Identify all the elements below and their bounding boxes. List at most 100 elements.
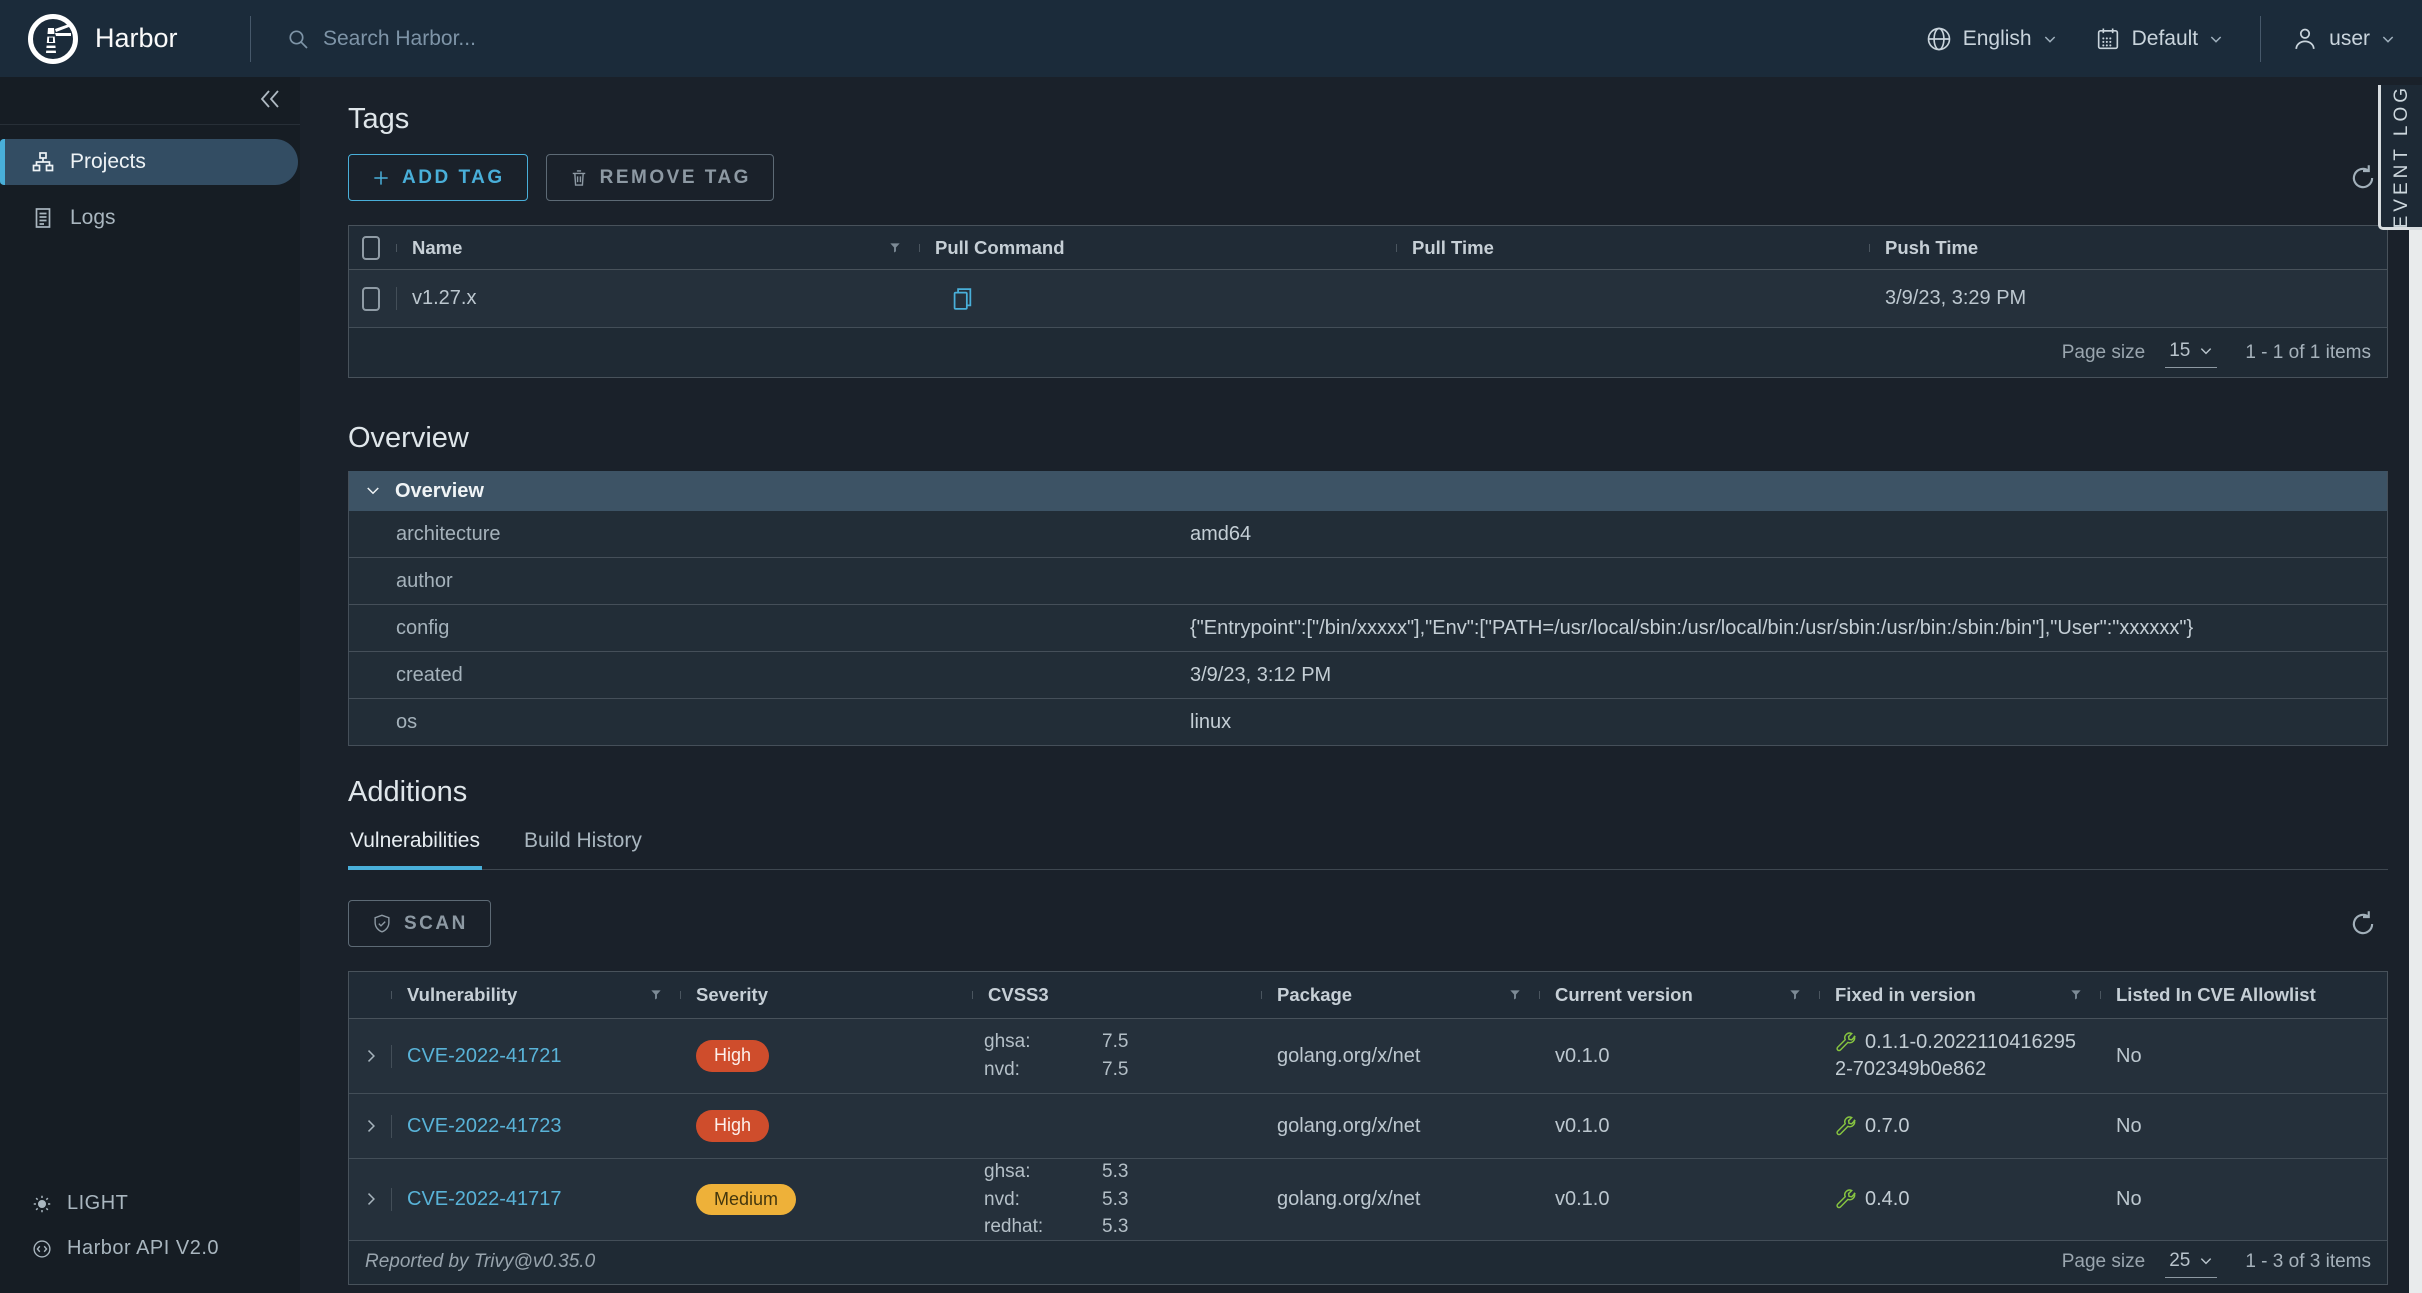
filter-icon[interactable] [1507, 987, 1523, 1003]
cve-link[interactable]: CVE-2022-41717 [407, 1187, 562, 1210]
tab-build-history[interactable]: Build History [523, 829, 642, 852]
main-content: Tags ADD TAG REMOVE TAG [300, 77, 2422, 1293]
expand-row-icon[interactable] [361, 1116, 381, 1136]
row-checkbox[interactable] [362, 286, 380, 311]
sun-icon [31, 1193, 53, 1215]
filter-icon[interactable] [648, 987, 664, 1003]
theme-toggle[interactable]: LIGHT [0, 1181, 300, 1226]
column-header-listed-in-cve-allowlist[interactable]: Listed In CVE Allowlist [2100, 984, 2387, 1006]
overview-panel-header[interactable]: Overview [349, 471, 2387, 511]
api-link[interactable]: Harbor API V2.0 [0, 1226, 300, 1271]
header-divider [250, 15, 251, 62]
table-row[interactable]: v1.27.x 3/9/23, 3:29 PM [349, 270, 2387, 328]
remove-tag-button[interactable]: REMOVE TAG [545, 154, 774, 201]
table-row[interactable]: CVE-2022-41721 High ghsa: 7.5 nvd: 7.5 gol… [349, 1019, 2387, 1094]
global-search [286, 25, 1925, 52]
allowlist-cell: No [2116, 1044, 2142, 1067]
column-header-fixed-in-version[interactable]: Fixed in version [1819, 984, 2100, 1006]
fixed-version-cell: 0.1.1-0.20221104162952-702349b0e862 [1835, 1031, 2076, 1080]
refresh-vulnerabilities-icon[interactable] [2348, 909, 2378, 939]
refresh-tags-icon[interactable] [2348, 163, 2378, 193]
app-header: Harbor English [0, 0, 2422, 77]
column-header-cvss3[interactable]: CVSS3 [972, 984, 1261, 1006]
user-label: user [2329, 26, 2370, 50]
table-row[interactable]: CVE-2022-41717 Medium ghsa: 5.3 nvd: 5.3 r… [349, 1159, 2387, 1241]
package-cell: golang.org/x/net [1277, 1044, 1421, 1067]
chevron-down-icon [2042, 31, 2058, 47]
pull-command-cell [919, 285, 1396, 313]
harbor-logo-icon [27, 13, 79, 65]
wrench-icon [1836, 1189, 1856, 1209]
overview-field-row: author [349, 558, 2387, 605]
overview-field-row: os linux [349, 699, 2387, 745]
filter-icon[interactable] [1787, 987, 1803, 1003]
tab-vulnerabilities[interactable]: Vulnerabilities [348, 821, 482, 870]
column-header-vulnerability[interactable]: Vulnerability [391, 984, 680, 1006]
filter-icon[interactable] [2068, 987, 2084, 1003]
cvss3-cell: ghsa: 5.3 nvd: 5.3 redhat: 5.3 [984, 1161, 1129, 1238]
sidebar-footer: LIGHT Harbor API V2.0 [0, 1181, 300, 1271]
tags-table: Name Pull Command Pull Time Push Time v1… [348, 225, 2388, 378]
tags-section-title: Tags [348, 103, 410, 135]
fixed-version-cell: 0.7.0 [1819, 1103, 2100, 1150]
vulnerabilities-pagination: Page size 25 1 - 3 of 3 items [2062, 1247, 2371, 1278]
brand[interactable]: Harbor [0, 13, 250, 65]
select-all-checkbox[interactable] [362, 235, 380, 260]
scope-menu[interactable]: Default [2094, 25, 2225, 53]
page-size-select[interactable]: 25 [2165, 1247, 2218, 1278]
column-header-push-time[interactable]: Push Time [1869, 237, 2387, 259]
column-header-current-version[interactable]: Current version [1539, 984, 1819, 1006]
column-header-severity[interactable]: Severity [680, 984, 972, 1006]
column-header-pull-time[interactable]: Pull Time [1396, 237, 1869, 259]
user-menu[interactable]: user [2291, 25, 2396, 53]
collapse-sidebar-icon[interactable] [258, 87, 282, 111]
scan-button[interactable]: SCAN [348, 900, 491, 947]
trash-icon [569, 168, 589, 188]
api-icon [31, 1238, 53, 1260]
page-size-label: Page size [2061, 341, 2146, 363]
cvss3-cell: ghsa: 7.5 nvd: 7.5 [984, 1031, 1129, 1080]
fixed-version-cell: 0.4.0 [1819, 1176, 2100, 1223]
logs-icon [31, 206, 55, 230]
overview-panel: Overview architecture amd64 author confi… [348, 471, 2388, 746]
add-tag-button[interactable]: ADD TAG [348, 154, 528, 201]
vulnerabilities-table-header: Vulnerability Severity CVSS3 Package Cur… [349, 972, 2387, 1019]
page-size-label: Page size [2061, 1251, 2146, 1273]
scanner-note: Reported by Trivy@v0.35.0 [365, 1251, 596, 1273]
search-input[interactable] [321, 25, 965, 52]
tags-table-footer: Page size 15 1 - 1 of 1 items [349, 328, 2387, 377]
current-version-cell: v0.1.0 [1555, 1187, 1610, 1210]
sidebar-item-logs[interactable]: Logs [0, 195, 300, 241]
language-menu[interactable]: English [1925, 25, 2058, 53]
event-log-tab[interactable]: EVENT LOG [2378, 83, 2422, 230]
wrench-icon [1836, 1032, 1856, 1052]
page-size-select[interactable]: 15 [2165, 337, 2218, 368]
severity-badge: Medium [696, 1183, 797, 1216]
severity-badge: High [696, 1040, 770, 1072]
sidebar-top [0, 77, 300, 125]
expand-row-icon[interactable] [361, 1046, 381, 1066]
event-log-tab-label: EVENT LOG [2390, 83, 2412, 229]
additions-section-title: Additions [348, 776, 468, 808]
calendar-icon [2094, 25, 2122, 53]
column-header-name[interactable]: Name [396, 237, 919, 259]
cve-link[interactable]: CVE-2022-41723 [407, 1114, 562, 1137]
table-row[interactable]: CVE-2022-41723 High golang.org/x/net v0.… [349, 1094, 2387, 1159]
globe-icon [1925, 25, 1953, 53]
package-cell: golang.org/x/net [1277, 1114, 1421, 1137]
copy-icon[interactable] [947, 285, 975, 313]
cve-link[interactable]: CVE-2022-41721 [407, 1044, 562, 1067]
overview-field-row: architecture amd64 [349, 511, 2387, 558]
vertical-scrollbar[interactable] [2409, 230, 2422, 1293]
push-time-cell: 3/9/23, 3:29 PM [1885, 287, 2027, 309]
column-header-pull-command[interactable]: Pull Command [919, 237, 1396, 259]
items-range: 1 - 3 of 3 items [2245, 1251, 2371, 1273]
tag-name-cell: v1.27.x [396, 287, 919, 310]
sidebar-item-projects[interactable]: Projects [0, 139, 298, 185]
expand-row-icon[interactable] [361, 1189, 381, 1209]
current-version-cell: v0.1.0 [1555, 1114, 1610, 1137]
column-header-package[interactable]: Package [1261, 984, 1539, 1006]
filter-icon[interactable] [887, 240, 903, 256]
scope-label: Default [2131, 26, 2199, 50]
additions-tabs: Vulnerabilities Build History [348, 821, 2388, 870]
